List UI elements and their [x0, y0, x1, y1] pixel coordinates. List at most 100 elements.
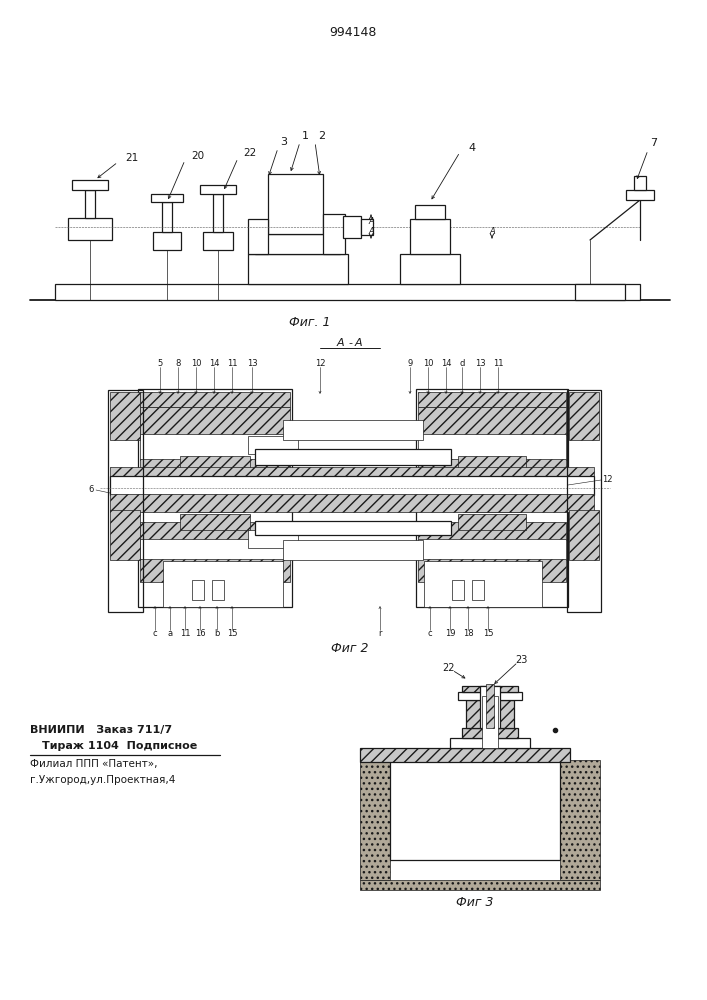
Text: Фиг. 1: Фиг. 1 [289, 316, 331, 328]
Bar [415, 205, 445, 219]
Text: c: c [428, 630, 432, 639]
Bar [424, 561, 542, 607]
Bar [108, 390, 143, 612]
Text: 5: 5 [158, 359, 163, 367]
Bar [180, 456, 250, 470]
Text: A: A [489, 227, 495, 235]
Bar [72, 180, 108, 190]
Bar [180, 514, 250, 530]
Text: 15: 15 [483, 630, 493, 639]
Bar [462, 728, 518, 738]
Bar [162, 202, 172, 232]
Bar [110, 510, 140, 560]
Bar [268, 174, 323, 234]
Text: d: d [460, 359, 464, 367]
Bar [212, 580, 224, 600]
Bar [185, 482, 245, 512]
Bar [55, 284, 640, 300]
Bar [323, 214, 345, 254]
Bar [192, 580, 204, 600]
Text: A: A [368, 227, 374, 235]
Text: -: - [348, 338, 352, 348]
Bar [390, 760, 560, 860]
Bar [450, 738, 530, 748]
Text: 11: 11 [493, 359, 503, 367]
Bar [410, 219, 450, 254]
Bar [400, 254, 460, 284]
Bar [283, 420, 423, 440]
Text: 22: 22 [442, 663, 455, 673]
Bar [458, 692, 522, 700]
Text: 22: 22 [243, 148, 256, 158]
Bar [110, 467, 594, 477]
Bar [140, 522, 290, 540]
Bar [140, 392, 290, 407]
Text: 15: 15 [227, 630, 238, 639]
Bar [140, 407, 290, 435]
Bar [153, 232, 181, 250]
Bar [140, 539, 290, 560]
Polygon shape [360, 880, 600, 890]
Text: 12: 12 [602, 476, 612, 485]
Bar [418, 522, 566, 540]
Text: 14: 14 [209, 359, 219, 367]
Text: 1: 1 [302, 131, 309, 141]
Bar [248, 530, 298, 548]
Bar [480, 686, 500, 728]
Bar [452, 580, 464, 600]
Bar [466, 700, 514, 728]
Bar [626, 190, 654, 200]
Bar [418, 539, 566, 560]
Text: 4: 4 [468, 143, 475, 153]
Bar [85, 190, 95, 218]
Bar [418, 407, 566, 435]
Text: 9: 9 [407, 359, 413, 367]
Text: 21: 21 [125, 153, 139, 163]
Bar [458, 514, 526, 530]
Bar [151, 194, 183, 202]
Polygon shape [360, 760, 390, 880]
Text: 10: 10 [423, 359, 433, 367]
Bar [255, 234, 340, 254]
Bar [283, 540, 423, 560]
Bar [567, 390, 601, 612]
Text: b: b [214, 630, 220, 639]
Bar [200, 185, 236, 194]
Bar [163, 561, 283, 607]
Bar [462, 686, 518, 692]
Bar [482, 696, 498, 748]
Bar [248, 436, 298, 454]
Bar [416, 389, 568, 607]
Bar [140, 434, 290, 460]
Bar [213, 194, 223, 232]
Bar [255, 521, 451, 535]
Bar [203, 232, 233, 250]
Bar [569, 392, 599, 440]
Text: 994148: 994148 [329, 25, 377, 38]
Text: 3: 3 [280, 137, 287, 147]
Bar [138, 389, 292, 607]
Bar [418, 459, 566, 480]
Text: 14: 14 [440, 359, 451, 367]
Text: 2: 2 [318, 131, 325, 141]
Bar [343, 216, 361, 238]
Text: r: r [378, 630, 382, 639]
Text: a: a [168, 630, 173, 639]
Text: Филиал ППП «Патент»,: Филиал ППП «Патент», [30, 759, 158, 769]
Bar [418, 392, 566, 407]
Bar [361, 219, 373, 235]
Text: 8: 8 [175, 359, 181, 367]
Bar [140, 459, 290, 480]
Bar [575, 284, 625, 300]
Text: A: A [337, 338, 344, 348]
Bar [110, 494, 594, 512]
Text: 10: 10 [191, 359, 201, 367]
Bar [458, 456, 526, 470]
Polygon shape [560, 760, 600, 880]
Text: Фиг 3: Фиг 3 [456, 896, 493, 908]
Bar [255, 449, 451, 465]
Bar [110, 392, 140, 440]
Bar [569, 510, 599, 560]
Text: A: A [368, 218, 374, 227]
Text: Фиг 2: Фиг 2 [332, 642, 369, 654]
